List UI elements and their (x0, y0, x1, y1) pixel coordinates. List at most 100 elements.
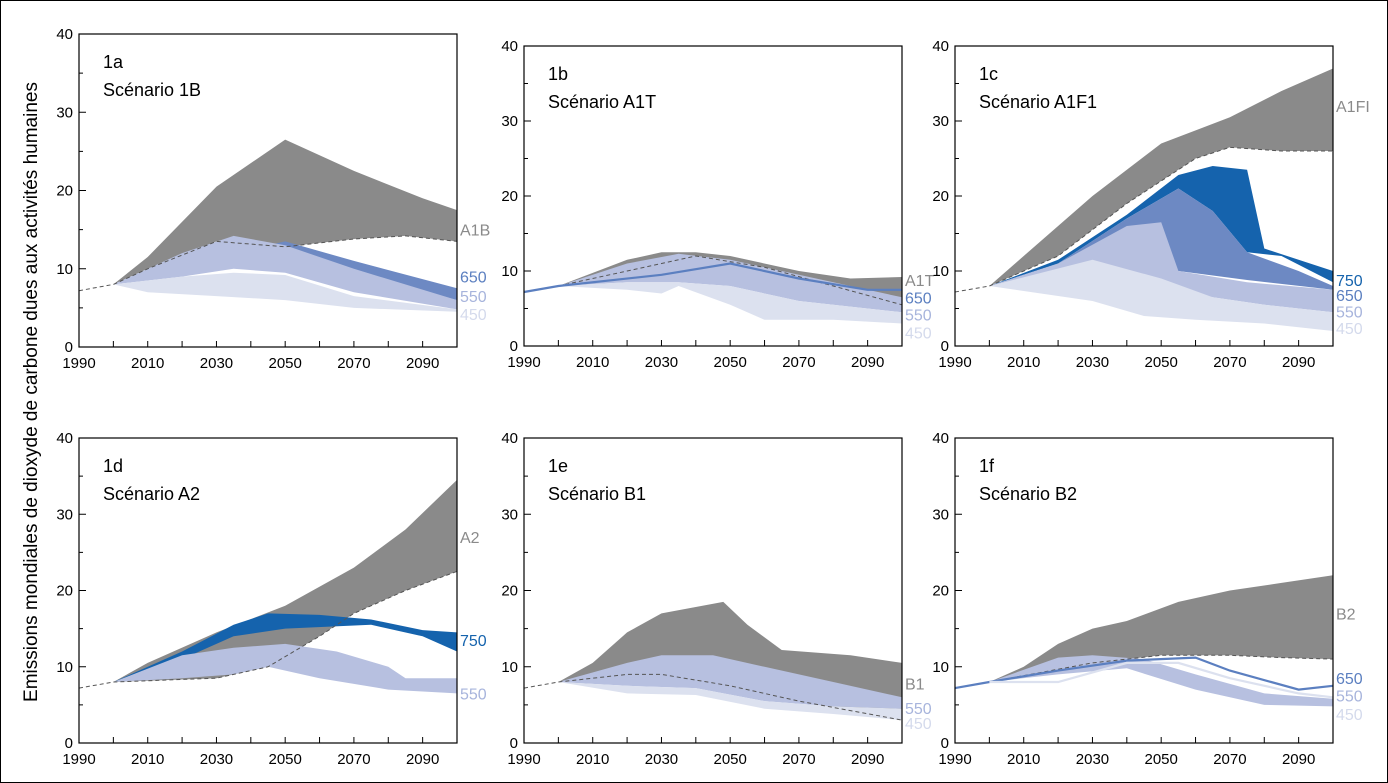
y-tick-label: 10 (932, 659, 949, 676)
series-label-A2: A2 (460, 530, 480, 547)
x-tick-label: 2070 (782, 354, 815, 371)
x-tick-label: 2090 (406, 355, 439, 372)
y-tick-label: 0 (941, 338, 949, 355)
series-label-550: 550 (1336, 305, 1363, 322)
reference-lower-line (558, 255, 903, 306)
y-tick-label: 30 (56, 104, 73, 121)
line-650 (954, 656, 1334, 691)
series-label-550: 550 (460, 686, 487, 703)
reference-lower-line (989, 146, 1333, 287)
band-550 (558, 253, 902, 313)
x-tick-label: 2090 (1282, 751, 1315, 768)
x-tick-label: 1990 (62, 355, 95, 372)
x-tick-label: 2030 (645, 354, 678, 371)
x-tick-label: 2010 (131, 751, 164, 768)
band-450 (113, 272, 458, 312)
band-550 (113, 643, 458, 694)
x-tick-label: 2010 (576, 751, 609, 768)
x-tick-label: 2050 (268, 355, 301, 372)
x-tick-label: 2050 (713, 751, 746, 768)
series-label-450: 450 (460, 307, 487, 324)
y-tick-label: 20 (56, 583, 73, 600)
x-tick-label: 2070 (337, 355, 370, 372)
y-tick-label: 0 (941, 735, 949, 752)
historical-line (78, 283, 114, 292)
historical-line (78, 681, 114, 689)
panel-title: Scénario B1 (548, 484, 646, 504)
x-tick-label: 2050 (1144, 751, 1177, 768)
y-tick-label: 40 (56, 26, 73, 43)
x-tick-label: 2030 (1076, 354, 1109, 371)
y-tick-label: 30 (932, 506, 949, 523)
band-550 (558, 655, 902, 709)
band-550 (989, 222, 1333, 313)
series-label-B1: B1 (905, 677, 925, 694)
line-650 (523, 262, 902, 294)
band-750 (989, 166, 1333, 286)
panel-title: Scénario A1T (548, 92, 656, 112)
x-tick-label: 2050 (268, 751, 301, 768)
y-tick-label: 10 (932, 263, 949, 280)
series-label-450: 450 (905, 326, 932, 343)
x-tick-label: 2010 (131, 355, 164, 372)
panel-id: 1b (548, 64, 568, 84)
series-label-550: 550 (905, 308, 932, 325)
y-tick-label: 40 (56, 430, 73, 447)
series-label-450: 450 (1336, 707, 1363, 724)
y-tick-label: 30 (501, 113, 518, 130)
x-tick-label: 2030 (645, 751, 678, 768)
historical-line (954, 285, 990, 293)
x-tick-label: 2090 (851, 751, 884, 768)
series-label-750: 750 (460, 633, 487, 650)
y-tick-label: 10 (501, 659, 518, 676)
panel-id: 1f (979, 456, 995, 476)
x-tick-label: 2070 (1213, 354, 1246, 371)
x-tick-label: 2010 (1007, 354, 1040, 371)
x-tick-label: 2030 (200, 751, 233, 768)
y-tick-label: 40 (501, 430, 518, 447)
y-tick-label: 0 (65, 339, 73, 356)
x-tick-label: 2090 (1282, 354, 1315, 371)
panel-title: Scénario 1B (103, 80, 201, 100)
reference-band-B2 (989, 575, 1333, 682)
x-tick-label: 2070 (337, 751, 370, 768)
x-tick-label: 1990 (507, 354, 540, 371)
reference-lower-line (113, 235, 458, 285)
y-tick-label: 0 (510, 735, 518, 752)
series-label-650: 650 (460, 270, 487, 287)
x-tick-label: 1990 (507, 751, 540, 768)
series-label-650: 650 (905, 290, 932, 307)
y-tick-label: 40 (932, 430, 949, 447)
x-tick-label: 2070 (782, 751, 815, 768)
series-label-550: 550 (460, 289, 487, 306)
series-label-750: 750 (1336, 273, 1363, 290)
band-550 (113, 235, 458, 310)
panel-id: 1c (979, 64, 998, 84)
panel-id: 1a (103, 52, 124, 72)
x-tick-label: 2070 (1213, 751, 1246, 768)
historical-line (523, 681, 559, 689)
x-tick-label: 2010 (1007, 751, 1040, 768)
panel-title: Scénario A2 (103, 484, 200, 504)
y-tick-label: 10 (56, 659, 73, 676)
panel-title: Scénario A1F1 (979, 92, 1097, 112)
band-750 (113, 613, 458, 682)
series-label-550: 550 (1336, 689, 1363, 706)
band-450 (558, 282, 902, 324)
y-tick-label: 40 (501, 38, 518, 55)
series-label-650: 650 (1336, 671, 1363, 688)
x-tick-label: 1990 (62, 751, 95, 768)
x-tick-label: 2090 (851, 354, 884, 371)
y-tick-label: 20 (501, 188, 518, 205)
x-tick-label: 2090 (406, 751, 439, 768)
reference-lower-line (558, 673, 903, 721)
band-450 (989, 259, 1333, 331)
y-tick-label: 20 (56, 183, 73, 200)
line-450 (989, 661, 1334, 699)
